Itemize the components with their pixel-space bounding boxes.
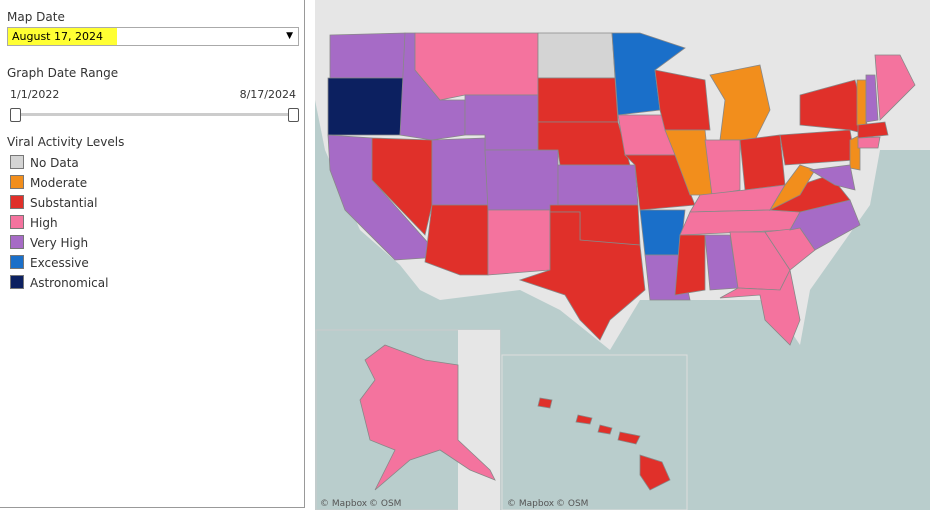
state[interactable]: [874, 54, 916, 121]
canada-land: [458, 330, 500, 510]
filter-panel: Map Date August 17, 2024 ▼ Graph Date Ran…: [0, 0, 305, 508]
attribution-osm: © OSM: [369, 499, 401, 509]
state[interactable]: [704, 139, 741, 196]
slider-handle-start[interactable]: [10, 108, 21, 122]
legend-swatch: [10, 235, 24, 249]
state[interactable]: [359, 344, 496, 491]
state[interactable]: [674, 234, 706, 296]
legend-swatch: [10, 215, 24, 229]
legend-title: Viral Activity Levels: [7, 135, 125, 149]
state[interactable]: [654, 69, 711, 131]
map: © Mapbox © OSM © Mapbox © OSM: [315, 0, 930, 510]
state[interactable]: [424, 204, 489, 276]
state[interactable]: [329, 32, 406, 79]
legend-swatch: [10, 195, 24, 209]
states: [327, 32, 916, 346]
state[interactable]: [857, 121, 889, 139]
state[interactable]: [484, 149, 559, 211]
range-end: 8/17/2024: [239, 88, 296, 101]
state[interactable]: [739, 134, 786, 191]
state[interactable]: [849, 134, 861, 171]
legend-swatch: [10, 175, 24, 189]
attribution-osm: © OSM: [556, 499, 588, 509]
legend-label: High: [30, 216, 58, 230]
dropdown-arrow: ▼: [286, 31, 293, 41]
state[interactable]: [808, 164, 856, 191]
state[interactable]: [857, 136, 881, 149]
map-date-value: August 17, 2024: [8, 28, 117, 45]
state[interactable]: [537, 397, 553, 409]
state[interactable]: [557, 164, 639, 206]
legend-item[interactable]: Moderate: [10, 175, 88, 190]
slider-handle-end[interactable]: [288, 108, 299, 122]
state[interactable]: [719, 268, 801, 346]
legend-swatch: [10, 275, 24, 289]
state[interactable]: [624, 154, 696, 211]
legend-item[interactable]: Excessive: [10, 255, 89, 270]
slider-track[interactable]: [14, 113, 294, 116]
state[interactable]: [856, 79, 867, 126]
legend-item[interactable]: No Data: [10, 155, 79, 170]
state[interactable]: [537, 32, 616, 79]
legend-label: Substantial: [30, 196, 98, 210]
legend-swatch: [10, 155, 24, 169]
state[interactable]: [768, 164, 816, 211]
date-range-label: Graph Date Range: [7, 66, 119, 80]
state[interactable]: [597, 424, 613, 435]
inset-states: [359, 344, 671, 491]
legend-item[interactable]: High: [10, 215, 58, 230]
legend-item[interactable]: Substantial: [10, 195, 98, 210]
attribution-mapbox: © Mapbox: [320, 499, 368, 509]
map-date-label: Map Date: [7, 10, 65, 24]
state[interactable]: [865, 74, 879, 123]
hawaii-inset: [501, 354, 688, 510]
state[interactable]: [431, 137, 489, 206]
state[interactable]: [414, 32, 539, 101]
state[interactable]: [617, 431, 641, 445]
state[interactable]: [371, 137, 433, 236]
state[interactable]: [327, 77, 406, 136]
state[interactable]: [537, 77, 619, 123]
state[interactable]: [487, 209, 551, 276]
attribution-mapbox: © Mapbox: [507, 499, 555, 509]
legend-label: Excessive: [30, 256, 89, 270]
state[interactable]: [639, 454, 671, 491]
state[interactable]: [639, 209, 686, 256]
legend-item[interactable]: Very High: [10, 235, 89, 250]
legend-label: Moderate: [30, 176, 88, 190]
legend-label: No Data: [30, 156, 79, 170]
legend-label: Very High: [30, 236, 89, 250]
state[interactable]: [779, 129, 856, 166]
range-start: 1/1/2022: [10, 88, 60, 101]
legend-swatch: [10, 255, 24, 269]
legend-label: Astronomical: [30, 276, 109, 290]
map-date-dropdown[interactable]: August 17, 2024 ▼: [7, 27, 299, 46]
state[interactable]: [575, 414, 593, 425]
state[interactable]: [518, 211, 646, 341]
legend-item[interactable]: Astronomical: [10, 275, 109, 290]
